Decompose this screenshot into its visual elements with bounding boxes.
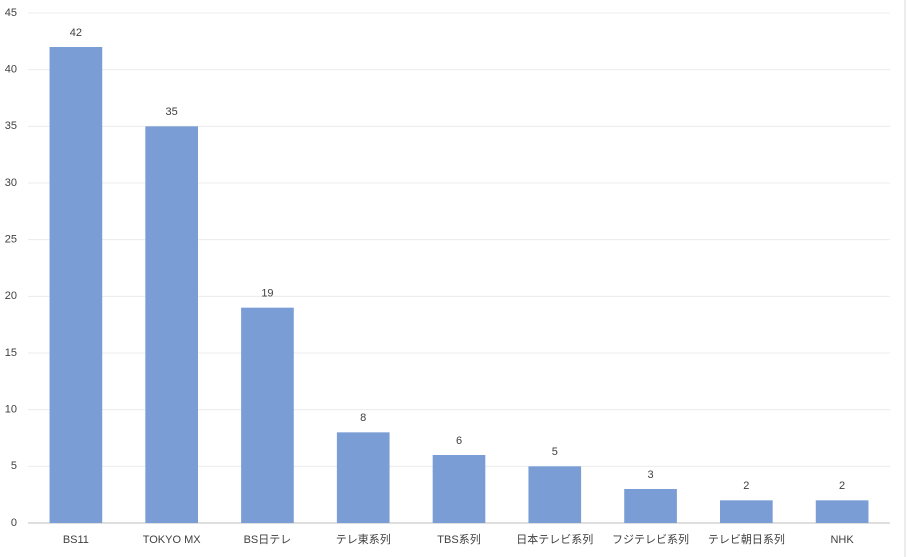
data-label: 8	[360, 412, 366, 424]
bar	[624, 489, 677, 523]
x-tick-label: TBS系列	[437, 532, 480, 546]
x-tick-label: テレビ朝日系列	[708, 532, 785, 546]
bar	[432, 455, 486, 523]
data-label: 5	[552, 446, 558, 458]
bar	[719, 500, 773, 523]
x-tick-label: TOKYO MX	[143, 534, 202, 546]
data-label: 19	[261, 288, 273, 300]
x-tick-label: NHK	[830, 534, 854, 546]
bar	[145, 126, 199, 523]
y-tick-label: 0	[11, 517, 17, 529]
y-tick-label: 10	[5, 404, 17, 416]
bar	[528, 466, 582, 523]
y-tick-label: 40	[5, 64, 17, 76]
y-tick-label: 5	[11, 460, 17, 472]
data-label: 42	[70, 27, 82, 39]
y-tick-label: 30	[5, 177, 17, 189]
x-tick-label: BS11	[63, 534, 89, 546]
x-tick-label: フジテレビ系列	[612, 532, 689, 546]
x-tick-label: テレ東系列	[336, 532, 391, 546]
y-tick-label: 25	[5, 234, 17, 246]
data-label: 3	[647, 469, 653, 481]
y-tick-label: 15	[5, 347, 17, 359]
data-label: 35	[166, 106, 178, 118]
y-tick-label: 20	[5, 290, 17, 302]
x-tick-label: 日本テレビ系列	[516, 532, 593, 546]
data-label: 2	[743, 480, 749, 492]
bar	[241, 307, 294, 523]
y-tick-label: 35	[5, 120, 17, 132]
bar	[815, 500, 869, 523]
x-tick-label: BS日テレ	[244, 534, 292, 546]
y-tick-label: 45	[5, 7, 17, 19]
bar	[49, 47, 103, 523]
data-label: 6	[456, 435, 462, 447]
bar	[336, 432, 390, 523]
data-label: 2	[839, 480, 845, 492]
